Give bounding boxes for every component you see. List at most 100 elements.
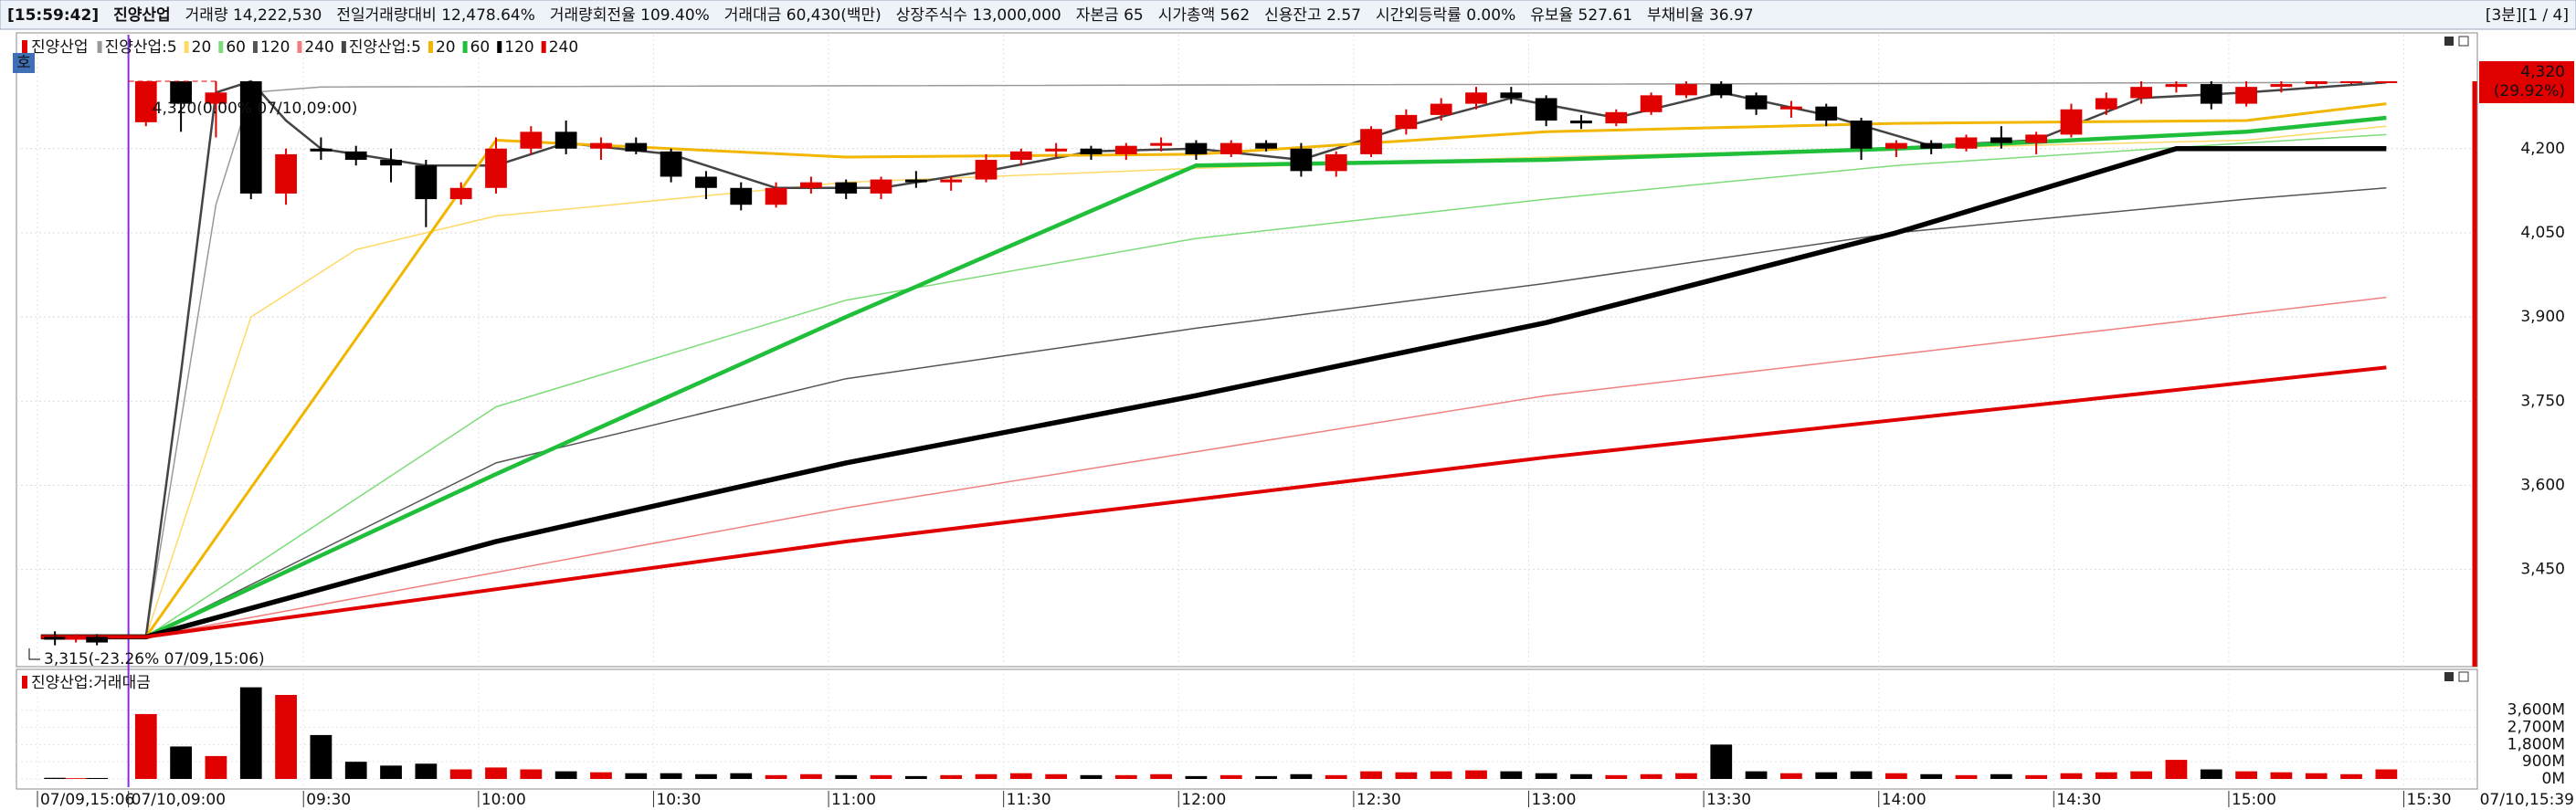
candle-body — [1325, 153, 1347, 172]
panel-button[interactable] — [2444, 672, 2454, 681]
ma-line — [40, 79, 2387, 638]
candle-body — [134, 81, 157, 122]
candle-body — [695, 176, 717, 188]
candle-body — [170, 81, 192, 104]
x-tick-label: 15:30 — [2407, 791, 2452, 809]
candle-body — [1745, 95, 1768, 110]
candle-body — [1114, 145, 1137, 154]
volume-bar — [1290, 773, 1313, 779]
volume-bar — [449, 769, 472, 779]
volume-bar — [695, 773, 717, 779]
info-text: 시가총액 562 — [1158, 6, 1250, 25]
candle-body — [590, 142, 612, 149]
max-label: 4,320(0.00% 07/10,09:00) — [153, 100, 358, 118]
legend-label: 진양산업:5 — [105, 38, 177, 57]
volume-bar — [2130, 771, 2152, 779]
y-tick-label: 2,700M — [2507, 719, 2565, 737]
candle-body — [1290, 148, 1313, 172]
volume-bar — [2375, 769, 2398, 779]
volume-bar — [205, 755, 227, 779]
candle-body — [44, 636, 67, 640]
candle-body — [2060, 109, 2083, 135]
volume-bar — [275, 695, 297, 779]
x-tick-label: 10:00 — [481, 791, 526, 809]
volume-bar — [1009, 773, 1032, 779]
legend-label: 240 — [304, 38, 333, 57]
candle-body — [2095, 98, 2117, 110]
candle-body — [380, 160, 402, 166]
candle-body — [1850, 121, 1873, 149]
legend-label: 240 — [549, 38, 578, 57]
candle-body — [86, 636, 109, 643]
volume-bar — [1395, 772, 1418, 779]
candle-body — [449, 187, 472, 200]
candle-body — [1465, 92, 1487, 104]
candle-body — [1780, 106, 1802, 110]
volume-bar — [1884, 773, 1907, 779]
volume-bar — [2025, 774, 2048, 779]
volume-bar — [904, 775, 927, 779]
volume-bar — [1360, 771, 1382, 779]
x-tick-label: 07/10,09:00 — [132, 791, 226, 809]
ma-line — [40, 187, 2387, 638]
candle-body — [1045, 148, 1068, 152]
legend-swatch — [428, 41, 433, 53]
volume-bar — [2270, 772, 2293, 779]
y-tick-label: 4,200 — [2520, 140, 2565, 158]
panel-button[interactable] — [2444, 37, 2454, 46]
x-tick-label: 11:30 — [1007, 791, 1051, 809]
candle-body — [1570, 121, 1592, 124]
candle-body — [1360, 129, 1382, 154]
info-text: 부채비율 36.97 — [1647, 6, 1754, 25]
candle-body — [239, 81, 262, 194]
y-tick-label: 3,600M — [2507, 701, 2565, 720]
volume-bar — [975, 773, 998, 779]
info-text: 상장주식수 13,000,000 — [896, 6, 1061, 25]
volume-bar — [239, 687, 262, 779]
candle-body — [975, 160, 998, 180]
min-pointer — [28, 648, 40, 660]
quote-button-label: 호 — [16, 54, 31, 72]
candle-body — [1150, 142, 1172, 146]
x-last-time: 07/10,15:39 — [2480, 791, 2574, 809]
candle-body — [940, 179, 963, 183]
current-badge — [2479, 61, 2574, 104]
panel-button[interactable] — [2458, 671, 2469, 682]
candle-body — [870, 179, 892, 194]
candle-body — [1815, 106, 1838, 121]
legend-swatch — [497, 41, 502, 53]
info-text: 진양산업 — [113, 6, 171, 25]
info-bar — [0, 0, 2576, 30]
candle-body — [205, 92, 227, 104]
volume-bar — [1535, 773, 1557, 779]
candle-body — [1535, 98, 1557, 121]
volume-bar — [940, 774, 963, 779]
legend-swatch — [541, 41, 546, 53]
change-label: (29.92%) — [2494, 82, 2565, 100]
candle-body — [1710, 84, 1733, 96]
volume-bar — [1710, 744, 1733, 779]
candle-body — [2200, 84, 2222, 104]
volume-bar — [134, 713, 157, 779]
volume-bar — [1255, 775, 1277, 779]
info-text: 신용잔고 2.57 — [1264, 6, 1361, 25]
x-tick-label: 15:00 — [2232, 791, 2276, 809]
volume-bar — [86, 777, 109, 779]
volume-bar — [310, 734, 333, 779]
legend-swatch — [462, 41, 468, 53]
volume-bar — [415, 763, 438, 779]
max-pointer — [139, 87, 149, 110]
info-text: [15:59:42] — [7, 6, 99, 25]
volume-bar — [520, 769, 543, 779]
legend-swatch — [297, 41, 302, 53]
candle-body — [1640, 95, 1663, 112]
volume-bar — [765, 774, 787, 779]
candle-body — [2340, 81, 2362, 84]
quote-button[interactable] — [13, 53, 35, 73]
volume-bar — [1990, 773, 2012, 779]
candle-body — [2130, 87, 2152, 99]
x-tick-label: 07/09,15:06 — [40, 791, 134, 809]
panel-button[interactable] — [2458, 36, 2469, 47]
legend-label: 120 — [260, 38, 290, 57]
